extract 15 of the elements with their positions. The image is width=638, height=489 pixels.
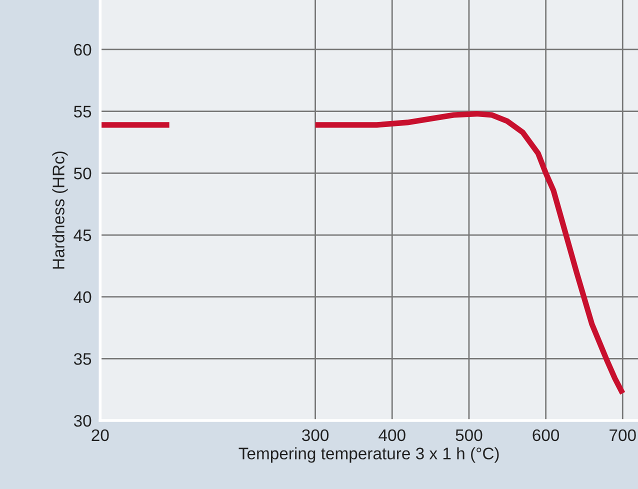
y-tick-label: 30 <box>74 414 92 427</box>
x-tick-label: 600 <box>532 429 560 442</box>
x-axis-title: Tempering temperature 3 x 1 h (°C) <box>238 447 499 463</box>
x-tick-label: 20 <box>92 429 109 442</box>
x-tick-label: 300 <box>302 429 329 442</box>
y-tick-label: 60 <box>74 44 92 56</box>
y-tick-label: 35 <box>74 353 92 365</box>
y-tick-label: 55 <box>74 106 92 118</box>
x-tick-label: 400 <box>378 429 406 442</box>
y-tick-label: 45 <box>74 230 92 242</box>
y-tick-label: 40 <box>74 291 92 304</box>
y-tick-label: 50 <box>74 168 92 180</box>
x-tick-label: 700 <box>610 429 636 442</box>
x-tick-label: 500 <box>456 429 482 442</box>
y-axis-title: Hardness (HRc) <box>52 152 68 269</box>
